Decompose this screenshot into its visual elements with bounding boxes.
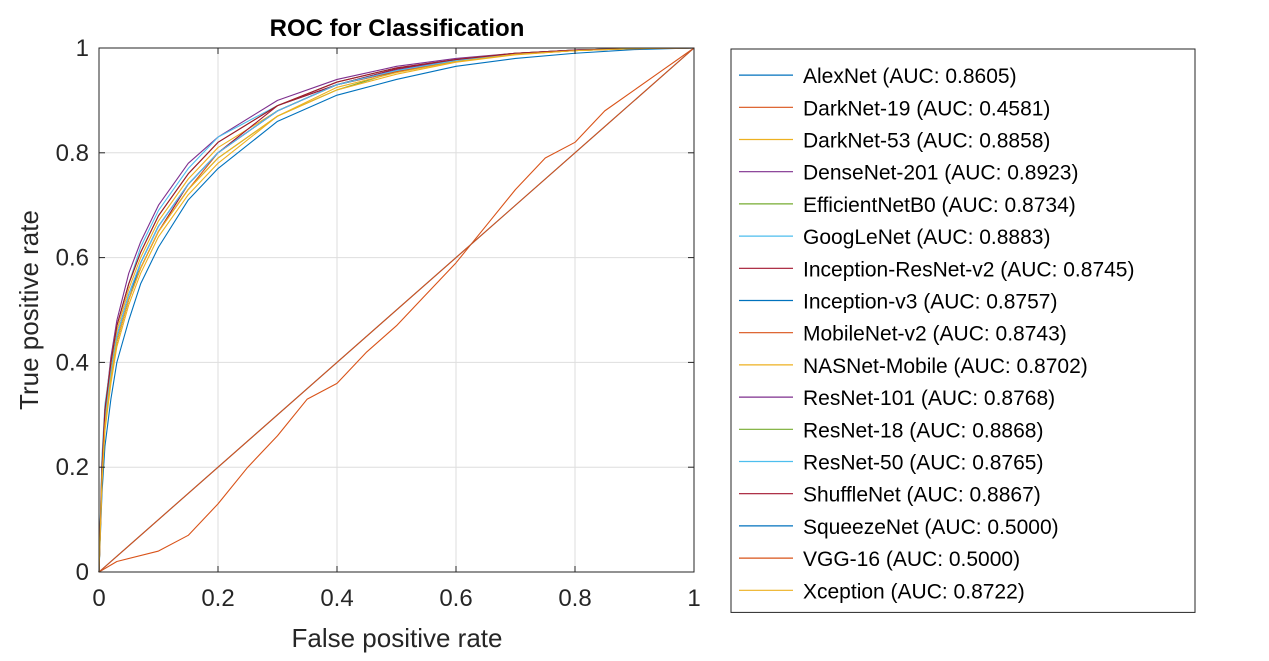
legend-entry: Inception-ResNet-v2 (AUC: 0.8745) [803, 258, 1134, 281]
legend-entry: NASNet-Mobile (AUC: 0.8702) [803, 355, 1088, 378]
y-tick-label: 0.4 [56, 349, 89, 376]
legend-entry: DarkNet-19 (AUC: 0.4581) [803, 97, 1050, 120]
legend-entry: ResNet-50 (AUC: 0.8765) [803, 452, 1043, 475]
series-line-13 [98, 47, 695, 573]
x-tick-label: 0.2 [201, 585, 234, 612]
legend-entry: ShuffleNet (AUC: 0.8867) [803, 484, 1041, 507]
legend-entry: DarkNet-53 (AUC: 0.8858) [803, 130, 1050, 153]
y-tick-label: 0 [76, 559, 89, 586]
legend-entry: ResNet-101 (AUC: 0.8768) [803, 387, 1055, 410]
legend-entry: Inception-v3 (AUC: 0.8757) [803, 291, 1057, 314]
legend-entry: MobileNet-v2 (AUC: 0.8743) [803, 323, 1067, 346]
legend-entry: SqueezeNet (AUC: 0.5000) [803, 516, 1059, 539]
y-axis-label: True positive rate [14, 210, 44, 410]
axes-box [98, 47, 695, 573]
series-layer [98, 47, 695, 573]
y-tick-label: 0.2 [56, 454, 89, 481]
legend: AlexNet (AUC: 0.8605) DarkNet-19 (AUC: 0.… [730, 48, 1196, 613]
series-line-15 [98, 47, 695, 573]
legend-entry: VGG-16 (AUC: 0.5000) [803, 548, 1020, 571]
series-line-16 [98, 47, 695, 573]
x-tick-label: 0 [92, 585, 105, 612]
y-tick-label: 1 [76, 35, 89, 62]
legend-entry: AlexNet (AUC: 0.8605) [803, 65, 1017, 88]
series-line-1 [98, 47, 695, 573]
legend-entry: GoogLeNet (AUC: 0.8883) [803, 226, 1050, 249]
y-tick-label: 0.8 [56, 140, 89, 167]
x-tick-label: 0.4 [320, 585, 353, 612]
legend-entry: EfficientNetB0 (AUC: 0.8734) [803, 194, 1076, 217]
legend-box [730, 48, 1196, 613]
grid-layer [98, 47, 695, 573]
x-tick-label: 0.6 [439, 585, 472, 612]
legend-entry: ResNet-18 (AUC: 0.8868) [803, 419, 1043, 442]
series-line-0 [98, 47, 695, 573]
x-axis-label: False positive rate [292, 623, 503, 653]
tick-layer: 0 0.2 0.4 0.6 0.8 1 0 0.2 0.4 0.6 0.8 1 [56, 35, 701, 612]
chart-title: ROC for Classification [270, 15, 525, 42]
x-tick-label: 0.8 [558, 585, 591, 612]
legend-entry: DenseNet-201 (AUC: 0.8923) [803, 162, 1078, 185]
x-tick-label: 1 [687, 585, 700, 612]
y-tick-label: 0.6 [56, 245, 89, 272]
legend-entry: Xception (AUC: 0.8722) [803, 580, 1025, 603]
